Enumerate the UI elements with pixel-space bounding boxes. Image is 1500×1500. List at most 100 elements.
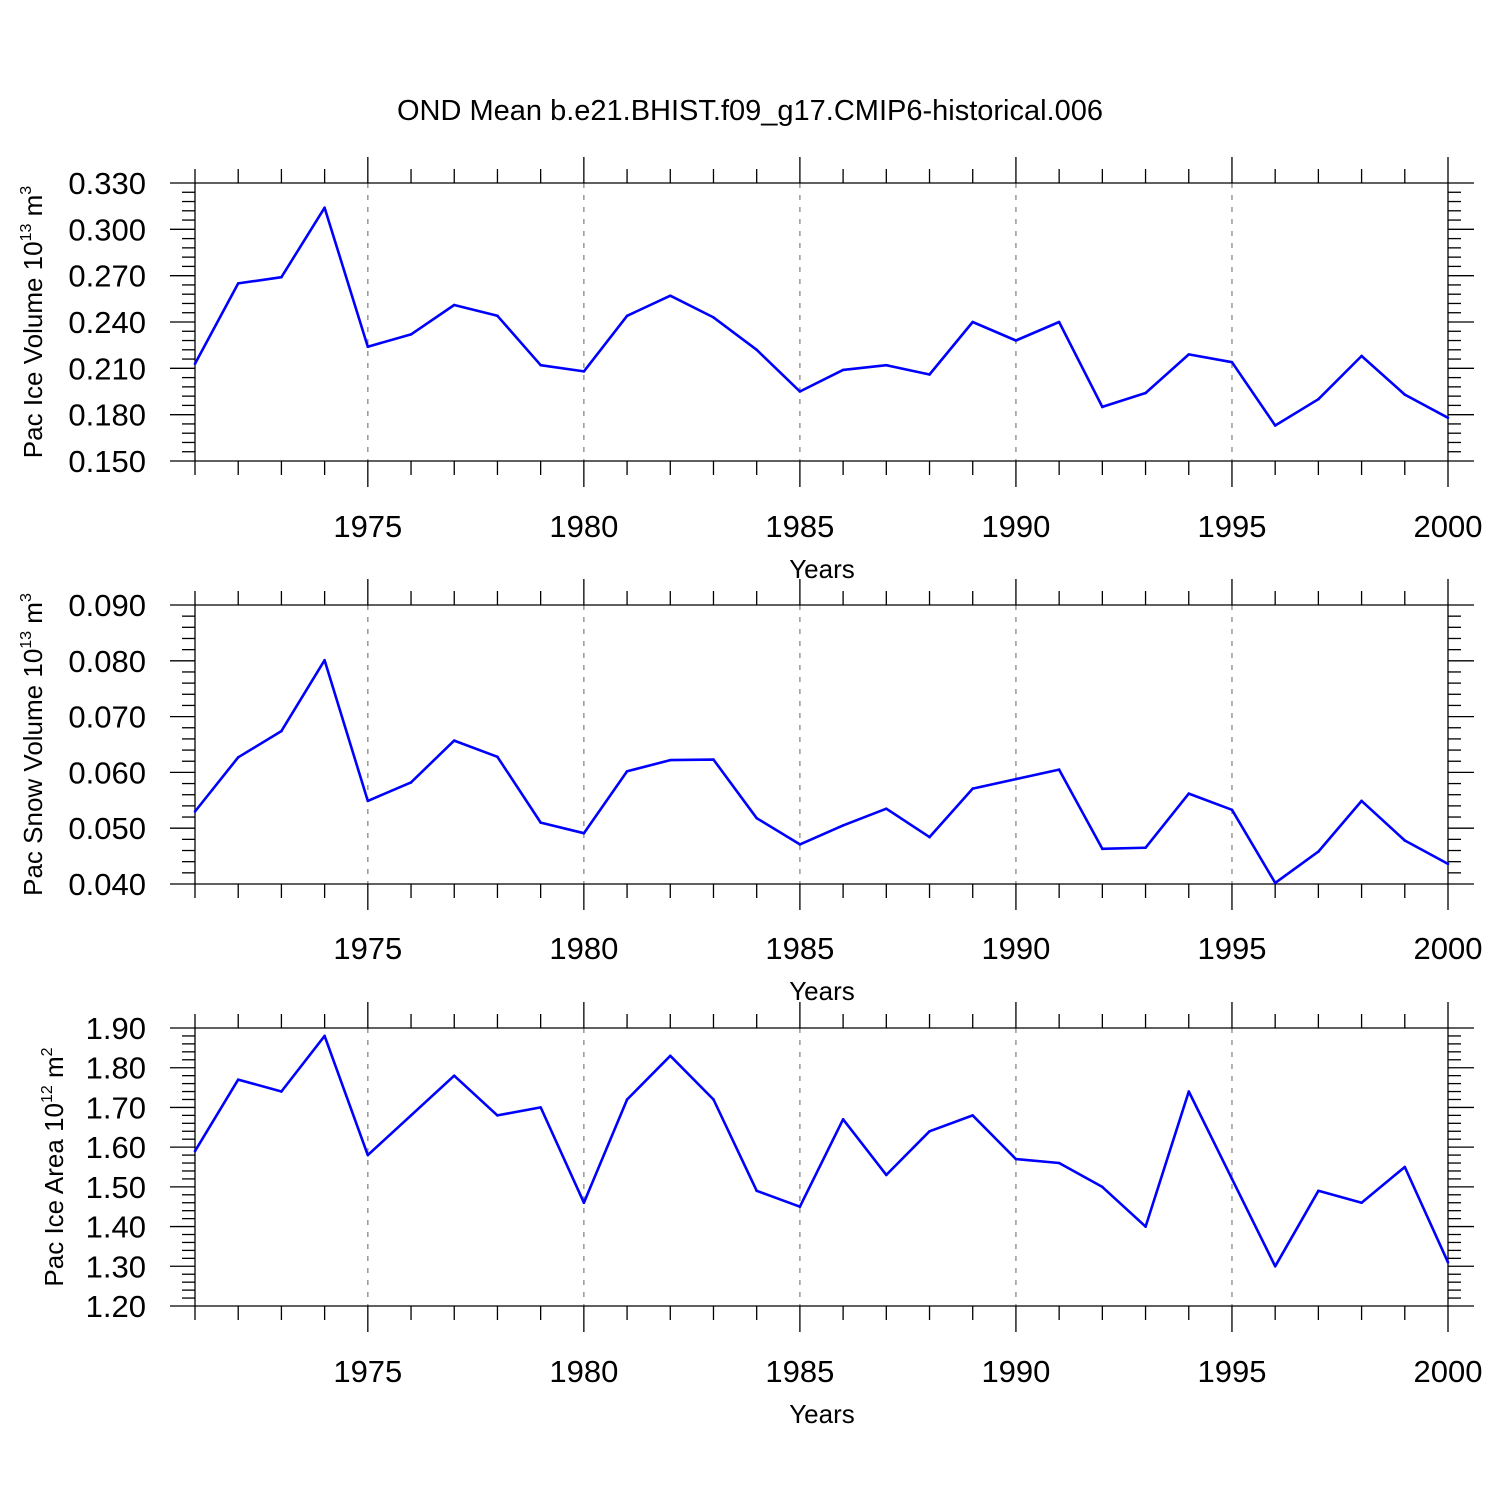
axes-frame xyxy=(170,604,1474,885)
data-point xyxy=(712,316,715,319)
data-point xyxy=(1057,768,1061,771)
series-line xyxy=(193,658,1449,885)
data-point xyxy=(582,370,586,373)
y-tick-label: 0.060 xyxy=(68,755,146,790)
panel-ice-area: 1.20 1.30 1.40 1.50 1.60 1.70 1.80 1.90 1975 1980… xyxy=(39,1002,1482,1429)
x-tick-label: 1985 xyxy=(765,509,834,544)
data-point xyxy=(409,333,413,336)
y-axis-label-text: Pac Snow Volume 10 xyxy=(18,649,48,896)
y-tick-label: 0.080 xyxy=(68,644,146,679)
x-tick-label: 1990 xyxy=(981,1354,1050,1389)
data-point xyxy=(452,1074,456,1077)
data-point xyxy=(582,1201,586,1205)
data-point xyxy=(885,807,888,810)
x-tick-label: 1975 xyxy=(333,931,402,966)
series-line xyxy=(193,206,1449,427)
y-axis-label: Pac Ice Volume 1013 m3 xyxy=(18,186,48,459)
data-point xyxy=(755,1189,758,1193)
y-axis-label-unit-exponent: 3 xyxy=(18,593,35,602)
y-tick-label: 0.180 xyxy=(68,398,146,433)
data-point xyxy=(798,1205,802,1209)
data-point xyxy=(1317,397,1320,401)
y-tick-label: 0.330 xyxy=(68,166,146,201)
data-point xyxy=(1273,1264,1277,1268)
data-point xyxy=(539,363,542,367)
data-point xyxy=(1273,881,1277,885)
data-point xyxy=(1144,1225,1147,1228)
x-tick-label: 1995 xyxy=(1197,509,1266,544)
data-point xyxy=(1403,839,1407,842)
data-point xyxy=(582,831,586,835)
y-tick-label: 1.20 xyxy=(86,1289,146,1324)
y-axis-label-unit: m xyxy=(18,602,48,631)
y-tick-label: 0.050 xyxy=(68,811,146,846)
data-point xyxy=(1057,320,1061,324)
data-point xyxy=(539,821,542,824)
x-tick-label: 1990 xyxy=(981,931,1050,966)
data-point xyxy=(841,368,845,372)
data-point xyxy=(625,1098,629,1101)
data-point xyxy=(236,1078,240,1081)
x-tick-label: 1975 xyxy=(333,1354,402,1389)
y-axis-label-exponent: 13 xyxy=(18,223,35,241)
y-tick-label: 0.150 xyxy=(68,444,146,479)
y-axis-label-unit: m xyxy=(39,1056,69,1085)
y-tick-label: 0.270 xyxy=(68,259,146,294)
data-point xyxy=(496,1114,499,1117)
data-point xyxy=(366,345,370,349)
data-point xyxy=(193,810,197,813)
data-point xyxy=(236,756,240,759)
data-point xyxy=(971,320,975,324)
data-point xyxy=(1403,1165,1407,1169)
y-axis-label-text: Pac Ice Area 10 xyxy=(39,1103,69,1287)
data-point xyxy=(1446,862,1450,866)
data-point xyxy=(712,1098,715,1101)
data-point xyxy=(280,729,283,733)
y-tick-label: 0.300 xyxy=(68,212,146,247)
axes-frame xyxy=(170,1027,1474,1307)
data-point xyxy=(971,1114,975,1117)
data-point xyxy=(885,363,888,367)
x-tick-label: 1975 xyxy=(333,509,402,544)
x-tick-label: 1985 xyxy=(765,931,834,966)
x-axis-label: Years xyxy=(789,554,855,584)
data-point xyxy=(1187,1090,1191,1093)
data-point xyxy=(366,1153,370,1157)
data-point xyxy=(798,843,802,846)
data-point xyxy=(1360,799,1363,803)
data-point xyxy=(668,294,672,298)
data-point xyxy=(1273,424,1277,427)
data-point xyxy=(1014,339,1018,342)
data-point xyxy=(409,781,413,784)
x-tick-label: 2000 xyxy=(1414,931,1483,966)
panel-ice-volume: 0.150 0.180 0.210 0.240 0.270 0.300 0.330 1975 1… xyxy=(18,157,1482,584)
x-tick-label: 1995 xyxy=(1197,931,1266,966)
data-point xyxy=(1101,847,1104,851)
data-point xyxy=(1403,393,1407,396)
y-tick-label: 1.90 xyxy=(86,1011,146,1046)
y-axis-label-unit-exponent: 3 xyxy=(18,186,35,195)
data-point xyxy=(323,206,326,210)
y-tick-label: 1.80 xyxy=(86,1051,146,1086)
y-axis-label-exponent: 12 xyxy=(39,1085,56,1103)
data-point xyxy=(409,1114,413,1117)
figure-title: OND Mean b.e21.BHIST.f09_g17.CMIP6-histo… xyxy=(397,95,1103,127)
data-point xyxy=(323,658,326,662)
data-point xyxy=(885,1173,888,1177)
data-point xyxy=(1230,808,1234,812)
data-point xyxy=(539,1106,542,1109)
data-point xyxy=(1014,777,1018,781)
x-tick-label: 1980 xyxy=(549,1354,618,1389)
data-point xyxy=(323,1034,326,1038)
y-tick-label: 0.210 xyxy=(68,351,146,386)
data-point xyxy=(1446,416,1450,420)
y-axis-label-exponent: 13 xyxy=(18,631,35,649)
data-point xyxy=(755,348,758,352)
data-point xyxy=(236,282,240,285)
y-axis-label-text: Pac Ice Volume 10 xyxy=(18,241,48,458)
data-point xyxy=(193,362,197,366)
data-point xyxy=(1144,846,1147,850)
data-point xyxy=(668,1054,672,1058)
